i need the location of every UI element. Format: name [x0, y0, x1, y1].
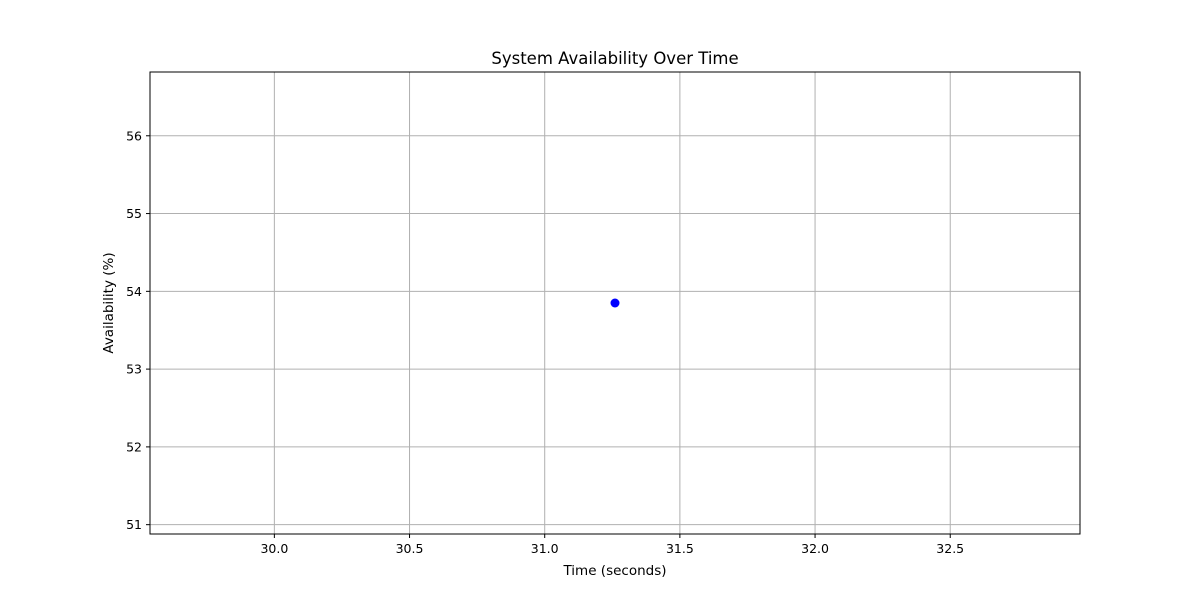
y-tick-label: 54	[126, 284, 142, 299]
plot-area-frame	[149, 71, 1081, 535]
grid-lines	[150, 72, 1080, 534]
y-tick-label: 52	[126, 439, 142, 454]
x-axis-label: Time (seconds)	[562, 563, 666, 579]
x-tick-label: 32.5	[936, 541, 964, 556]
x-tick-label: 30.5	[396, 541, 424, 556]
y-tick-label: 55	[126, 206, 142, 221]
y-tick-label: 53	[126, 362, 142, 377]
data-point	[610, 298, 620, 308]
x-tick-label: 31.5	[666, 541, 694, 556]
x-tick-label: 31.0	[531, 541, 559, 556]
x-tick-label: 30.0	[260, 541, 288, 556]
y-tick-label: 51	[126, 517, 142, 532]
axis-ticks: 30.0 30.5 31.0 31.5 32.0 32.5 51 52 53 54 55 56	[126, 128, 964, 556]
y-axis-label: Availability (%)	[101, 252, 117, 353]
x-tick-label: 32.0	[801, 541, 829, 556]
data-points	[610, 298, 620, 308]
y-tick-label: 56	[126, 128, 142, 143]
chart-title: System Availability Over Time	[491, 49, 738, 68]
